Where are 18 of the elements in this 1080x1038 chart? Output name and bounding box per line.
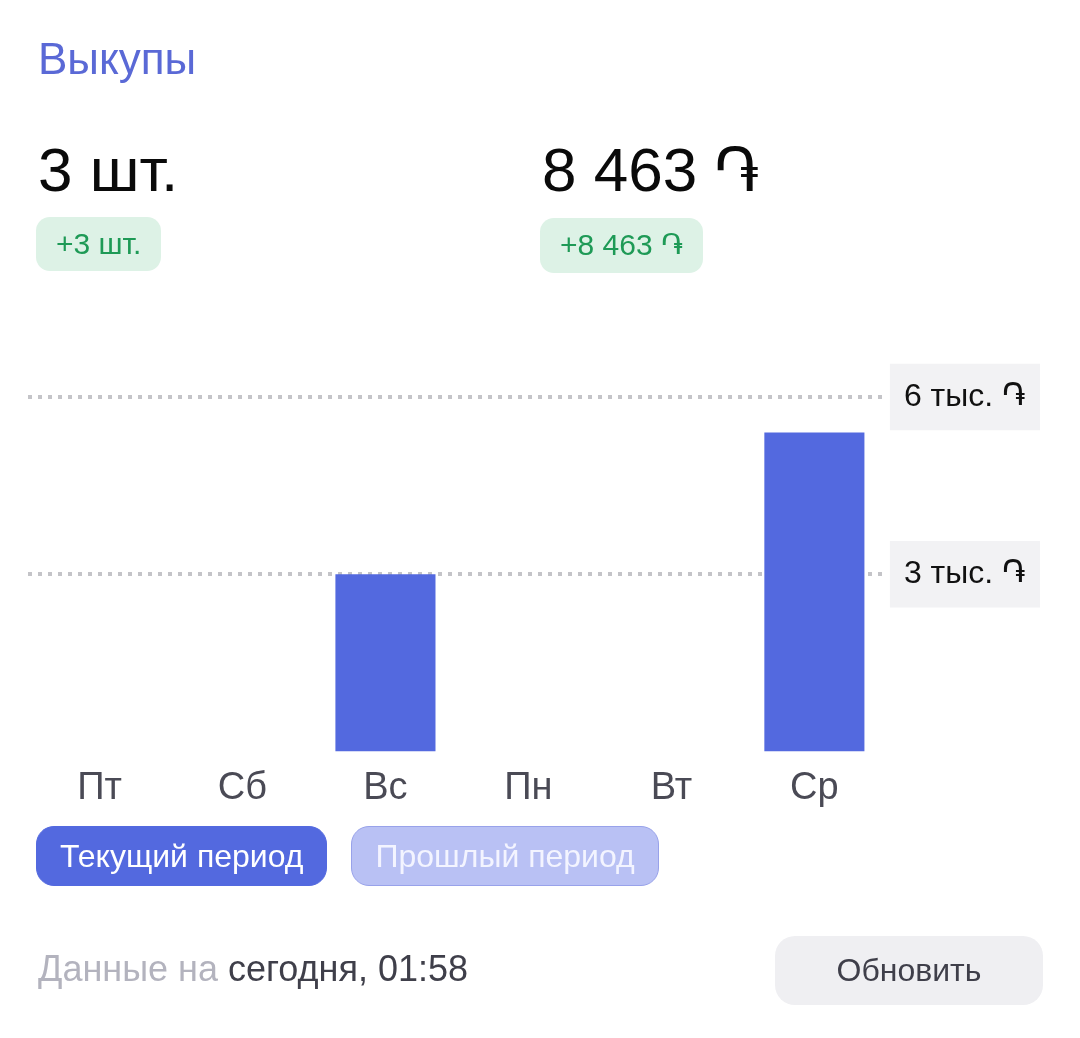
text: 3 шт. <box>38 134 179 205</box>
chart-title: Выкупы <box>38 34 197 84</box>
text: +8 463 ֏ <box>560 228 683 263</box>
x-tick-label: Пт <box>77 764 122 807</box>
text: 8 463 ֏ <box>542 134 761 206</box>
text: Текущий период <box>60 837 304 875</box>
text: сегодня, 01:58 <box>227 948 469 989</box>
text: Обновить <box>836 952 982 989</box>
x-tick-label: Вс <box>363 764 408 807</box>
x-tick-label: Пн <box>504 764 553 807</box>
x-tick-label: Сб <box>217 764 268 807</box>
y-tick-label: 6 тыс. ֏ <box>903 376 1026 413</box>
y-tick-label: 3 тыс. ֏ <box>903 554 1026 591</box>
text: Прошлый период <box>375 837 635 875</box>
text: Данные на <box>38 948 218 989</box>
text: +3 шт. <box>56 227 142 261</box>
x-tick-label: Вт <box>650 764 693 807</box>
x-tick-label: Ср <box>790 764 839 807</box>
